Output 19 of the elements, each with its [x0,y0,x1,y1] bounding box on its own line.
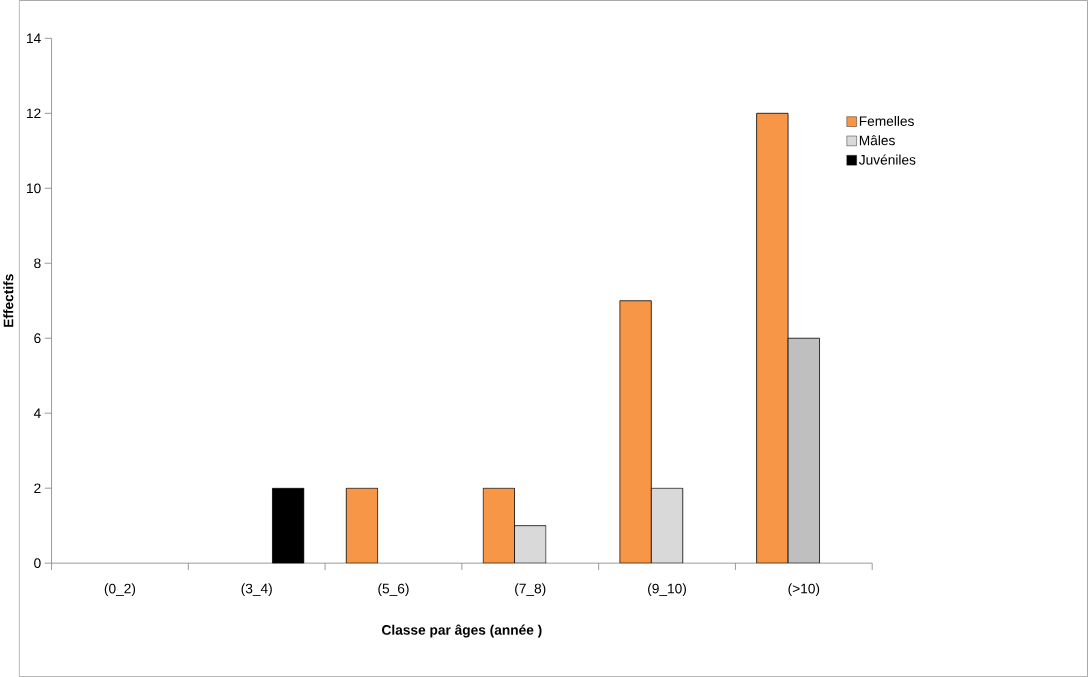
y-tick-label: 2 [34,483,41,493]
legend-label: Femelles [859,115,914,126]
x-axis-title: Classe par âges (année ) [382,624,542,638]
x-tick-label: (7_8) [515,583,546,597]
y-tick-label: 10 [27,183,41,194]
x-tick-label: (5_6) [378,583,409,597]
y-tick-label: 4 [33,408,41,418]
y-tick-label: 0 [34,558,41,568]
x-tick-label: (0_2) [104,583,136,597]
y-tick-label: 8 [34,258,41,269]
legend-label: Mâles [859,135,895,146]
y-tick-label: 6 [34,333,41,343]
y-axis-title: Effectifs [3,274,14,327]
legend-label: Juvéniles [859,154,916,165]
y-tick-label: 12 [27,108,41,119]
x-tick-label: (>10) [788,583,820,597]
y-tick-label: 14 [27,33,41,43]
x-tick-label: (9_10) [648,583,686,597]
x-tick-label: (3_4) [241,583,272,597]
